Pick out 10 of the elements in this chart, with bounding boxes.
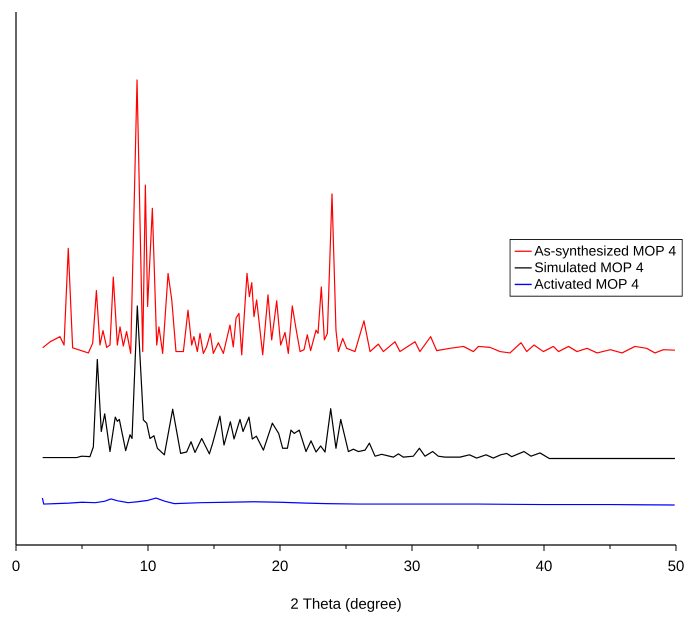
x-tick-label: 50 xyxy=(668,560,684,572)
x-axis-title: 2 Theta (degree) xyxy=(291,598,401,612)
legend-label: Simulated MOP 4 xyxy=(534,262,644,272)
x-tick-label: 30 xyxy=(404,560,420,572)
legend-label: Activated MOP 4 xyxy=(534,278,639,289)
x-tick-label: 20 xyxy=(272,560,288,572)
x-tick-label: 40 xyxy=(536,560,552,572)
x-tick-label: 0 xyxy=(12,560,20,572)
legend-label: As-synthesized MOP 4 xyxy=(534,245,676,258)
x-tick-label: 10 xyxy=(140,560,156,572)
